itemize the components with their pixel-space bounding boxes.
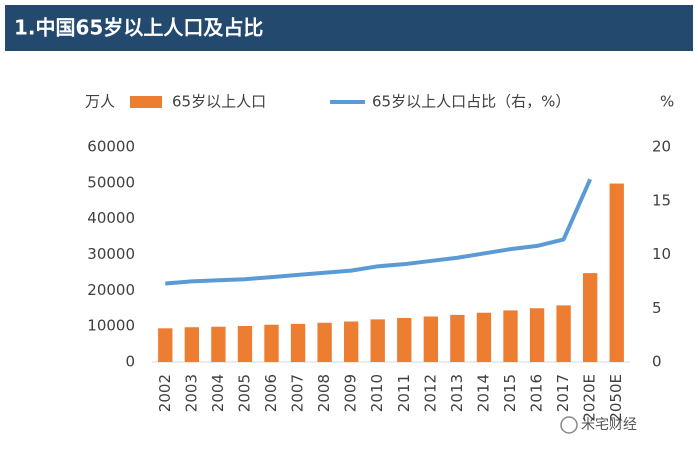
x-tick-label: 2016 — [528, 374, 546, 412]
y-tick-label: 40000 — [87, 209, 135, 227]
legend-label: 65岁以上人口 — [172, 93, 266, 111]
x-tick-label: 2013 — [448, 374, 466, 412]
y-tick-label: 50000 — [87, 173, 135, 191]
y2-tick-label: 10 — [652, 245, 671, 263]
bar — [211, 326, 226, 362]
y2-axis-label: % — [660, 93, 674, 111]
y2-tick-label: 15 — [652, 191, 671, 209]
bar — [237, 325, 253, 362]
bar — [423, 316, 439, 362]
bar — [556, 305, 571, 362]
watermark-icon — [560, 416, 578, 434]
legend-label: 65岁以上人口占比（右，%） — [372, 93, 570, 111]
bar — [370, 319, 385, 362]
x-tick-label: 2007 — [289, 374, 307, 412]
bar — [529, 308, 545, 362]
x-tick-label: 2004 — [209, 374, 227, 412]
x-tick-label: 2010 — [368, 374, 386, 412]
y-tick-label: 20000 — [87, 281, 135, 299]
y2-tick-label: 20 — [652, 138, 671, 156]
bar — [609, 183, 624, 362]
line — [165, 178, 592, 286]
bar — [503, 310, 518, 362]
bar — [290, 323, 306, 362]
bar — [158, 328, 173, 362]
y-tick-label: 0 — [125, 353, 135, 371]
bar — [476, 312, 492, 362]
bar — [317, 322, 332, 362]
x-tick-label: 2014 — [474, 374, 492, 412]
bar — [343, 321, 359, 362]
y-tick-label: 60000 — [87, 138, 135, 156]
watermark: 米宅财经 — [581, 417, 637, 433]
y-tick-label: 10000 — [87, 317, 135, 335]
x-tick-label: 2005 — [235, 374, 253, 412]
legend-swatch — [130, 96, 162, 108]
x-tick-label: 2011 — [395, 374, 413, 412]
bar — [582, 273, 598, 362]
bar — [450, 314, 465, 362]
x-tick-label: 2003 — [182, 374, 200, 412]
x-tick-label: 2012 — [421, 374, 439, 412]
x-tick-label: 2050E — [607, 374, 625, 422]
y-axis-label: 万人 — [85, 93, 115, 111]
x-tick-label: 2008 — [315, 374, 333, 412]
x-tick-label: 2017 — [554, 374, 572, 412]
x-tick-label: 2002 — [156, 374, 174, 412]
y2-tick-label: 0 — [652, 353, 662, 371]
x-tick-label: 2015 — [501, 374, 519, 412]
x-tick-label: 2020E — [581, 374, 599, 422]
x-tick-label: 2009 — [342, 374, 360, 412]
bar — [397, 317, 412, 362]
bar — [184, 327, 200, 362]
bar — [264, 324, 279, 362]
header-title: 1.中国65岁以上人口及占比 — [14, 16, 263, 40]
x-tick-label: 2006 — [262, 374, 280, 412]
y-tick-label: 30000 — [87, 245, 135, 263]
header-bar — [5, 5, 693, 51]
y2-tick-label: 5 — [652, 299, 662, 317]
